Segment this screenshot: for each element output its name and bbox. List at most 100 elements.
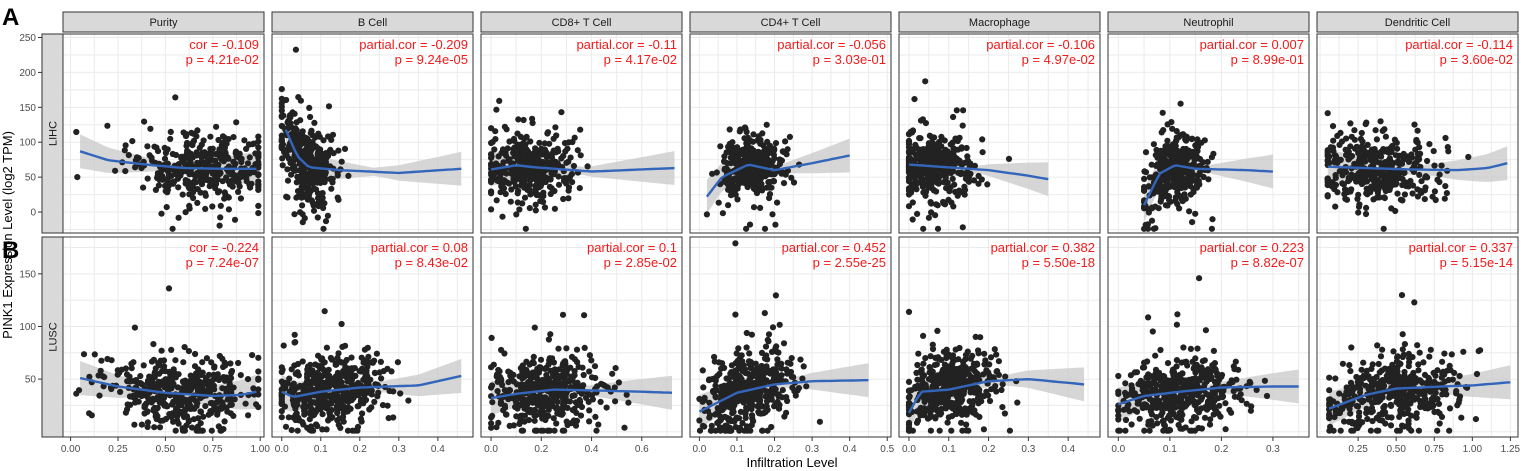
data-point [488,162,495,169]
data-point [299,202,306,209]
data-point [936,427,943,434]
data-point [942,172,950,179]
data-point [1189,219,1196,226]
data-point [982,357,989,364]
data-point [527,138,534,145]
data-point [138,380,145,387]
data-point [531,412,538,419]
data-point [168,346,175,353]
data-point [1141,175,1148,182]
data-point [1189,135,1196,142]
data-point [308,423,315,430]
data-point [188,385,195,392]
data-point [558,411,565,418]
data-point [749,181,756,188]
data-point [790,179,798,186]
data-point [335,147,342,154]
data-point [206,389,213,396]
data-point [945,414,952,421]
data-point [1414,193,1421,200]
data-point [1347,120,1354,127]
strip-purity [62,11,265,33]
data-point [1383,182,1390,189]
data-point [919,374,926,381]
data-point [570,162,578,170]
data-point [577,126,584,133]
data-point [170,180,177,187]
data-point [163,204,170,211]
data-point [1235,366,1242,373]
data-point [748,412,756,419]
data-point [1208,154,1215,161]
data-point [158,392,165,399]
data-point [306,416,313,423]
data-point [371,370,379,377]
data-point [203,355,210,362]
data-point [384,365,391,372]
data-point [905,308,913,315]
data-point [377,358,384,365]
data-point [148,358,156,365]
data-point [1388,149,1395,156]
data-point [196,144,203,151]
data-point [732,311,739,318]
data-point [175,371,182,378]
data-point [161,155,169,162]
data-point [975,172,982,180]
data-point [945,363,952,370]
data-point [746,221,754,228]
data-point [170,418,177,425]
data-point [338,381,345,388]
data-point [1394,145,1401,152]
data-point [520,167,528,174]
data-point [221,418,228,425]
data-point [1360,179,1367,186]
data-point [577,152,584,159]
data-point [164,378,171,385]
data-point [1355,191,1362,198]
data-point [999,404,1006,411]
data-point [339,414,347,421]
data-point [216,222,223,229]
data-point [317,406,324,413]
data-point [298,130,305,138]
data-point [223,174,230,181]
data-point [739,420,746,427]
data-point [745,370,752,377]
data-point [501,350,508,357]
data-point [122,168,129,175]
data-point [1164,360,1172,367]
data-point [202,190,209,197]
data-point [530,353,537,360]
data-point [335,401,342,408]
data-point [255,368,262,375]
data-point [728,427,735,434]
data-point [723,149,730,156]
data-point [135,398,142,405]
data-point [959,427,966,434]
data-point [330,150,337,157]
data-point [552,124,559,131]
data-point [168,401,176,408]
data-point [122,142,129,149]
data-point [189,424,196,431]
data-point [170,380,177,387]
data-point [329,414,336,421]
data-point [562,148,569,155]
data-point [1174,189,1181,196]
data-point [1465,153,1472,161]
data-point [147,125,154,132]
data-point [1152,203,1159,210]
data-point [581,344,588,351]
data-point [1141,203,1148,210]
data-point [922,168,929,175]
data-point [1352,173,1359,180]
data-point [905,411,913,418]
trend-line [1327,162,1508,172]
data-point [743,225,750,232]
trend-line [79,376,257,398]
data-point [292,413,300,420]
data-point [225,375,233,382]
